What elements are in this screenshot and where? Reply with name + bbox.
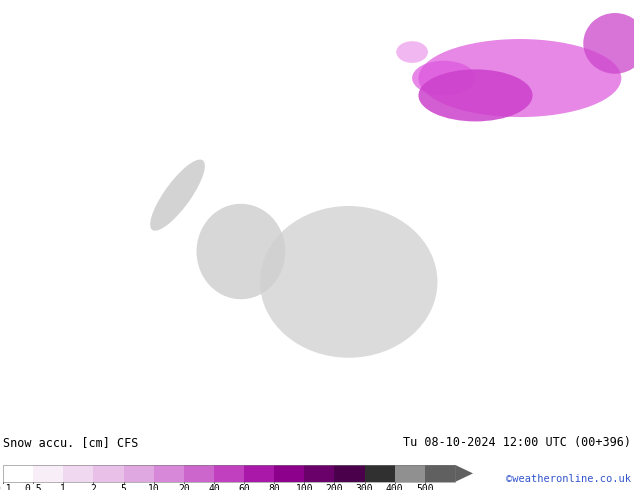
Text: 20: 20 bbox=[178, 484, 190, 490]
Text: 5: 5 bbox=[120, 484, 126, 490]
Ellipse shape bbox=[150, 160, 205, 231]
Bar bbox=[395, 465, 425, 482]
Bar bbox=[63, 465, 93, 482]
Bar bbox=[335, 465, 365, 482]
Bar bbox=[244, 465, 274, 482]
Text: 1: 1 bbox=[60, 484, 66, 490]
Text: 60: 60 bbox=[238, 484, 250, 490]
Bar bbox=[3, 465, 33, 482]
Bar bbox=[124, 465, 153, 482]
Bar bbox=[214, 465, 244, 482]
Text: 0.5: 0.5 bbox=[24, 484, 42, 490]
Text: 40: 40 bbox=[208, 484, 220, 490]
Ellipse shape bbox=[396, 41, 428, 63]
Bar bbox=[3, 465, 455, 482]
Text: 200: 200 bbox=[326, 484, 343, 490]
Ellipse shape bbox=[197, 204, 285, 299]
Text: 80: 80 bbox=[268, 484, 280, 490]
Bar bbox=[365, 465, 395, 482]
Bar bbox=[93, 465, 124, 482]
Text: 400: 400 bbox=[386, 484, 404, 490]
Text: 10: 10 bbox=[148, 484, 160, 490]
Text: 100: 100 bbox=[295, 484, 313, 490]
Text: 2: 2 bbox=[91, 484, 96, 490]
Ellipse shape bbox=[412, 61, 476, 96]
Text: Snow accu. [cm] CFS: Snow accu. [cm] CFS bbox=[3, 436, 138, 449]
Bar bbox=[184, 465, 214, 482]
Text: 500: 500 bbox=[416, 484, 434, 490]
Bar bbox=[304, 465, 335, 482]
Ellipse shape bbox=[583, 13, 634, 74]
Ellipse shape bbox=[260, 206, 437, 358]
Ellipse shape bbox=[418, 70, 533, 122]
Text: ©weatheronline.co.uk: ©weatheronline.co.uk bbox=[506, 474, 631, 484]
Polygon shape bbox=[455, 465, 473, 482]
Ellipse shape bbox=[418, 39, 621, 117]
Bar bbox=[274, 465, 304, 482]
Text: 0.1: 0.1 bbox=[0, 484, 12, 490]
Bar bbox=[425, 465, 455, 482]
Bar bbox=[33, 465, 63, 482]
Text: 300: 300 bbox=[356, 484, 373, 490]
Bar bbox=[153, 465, 184, 482]
Text: Tu 08-10-2024 12:00 UTC (00+396): Tu 08-10-2024 12:00 UTC (00+396) bbox=[403, 436, 631, 449]
